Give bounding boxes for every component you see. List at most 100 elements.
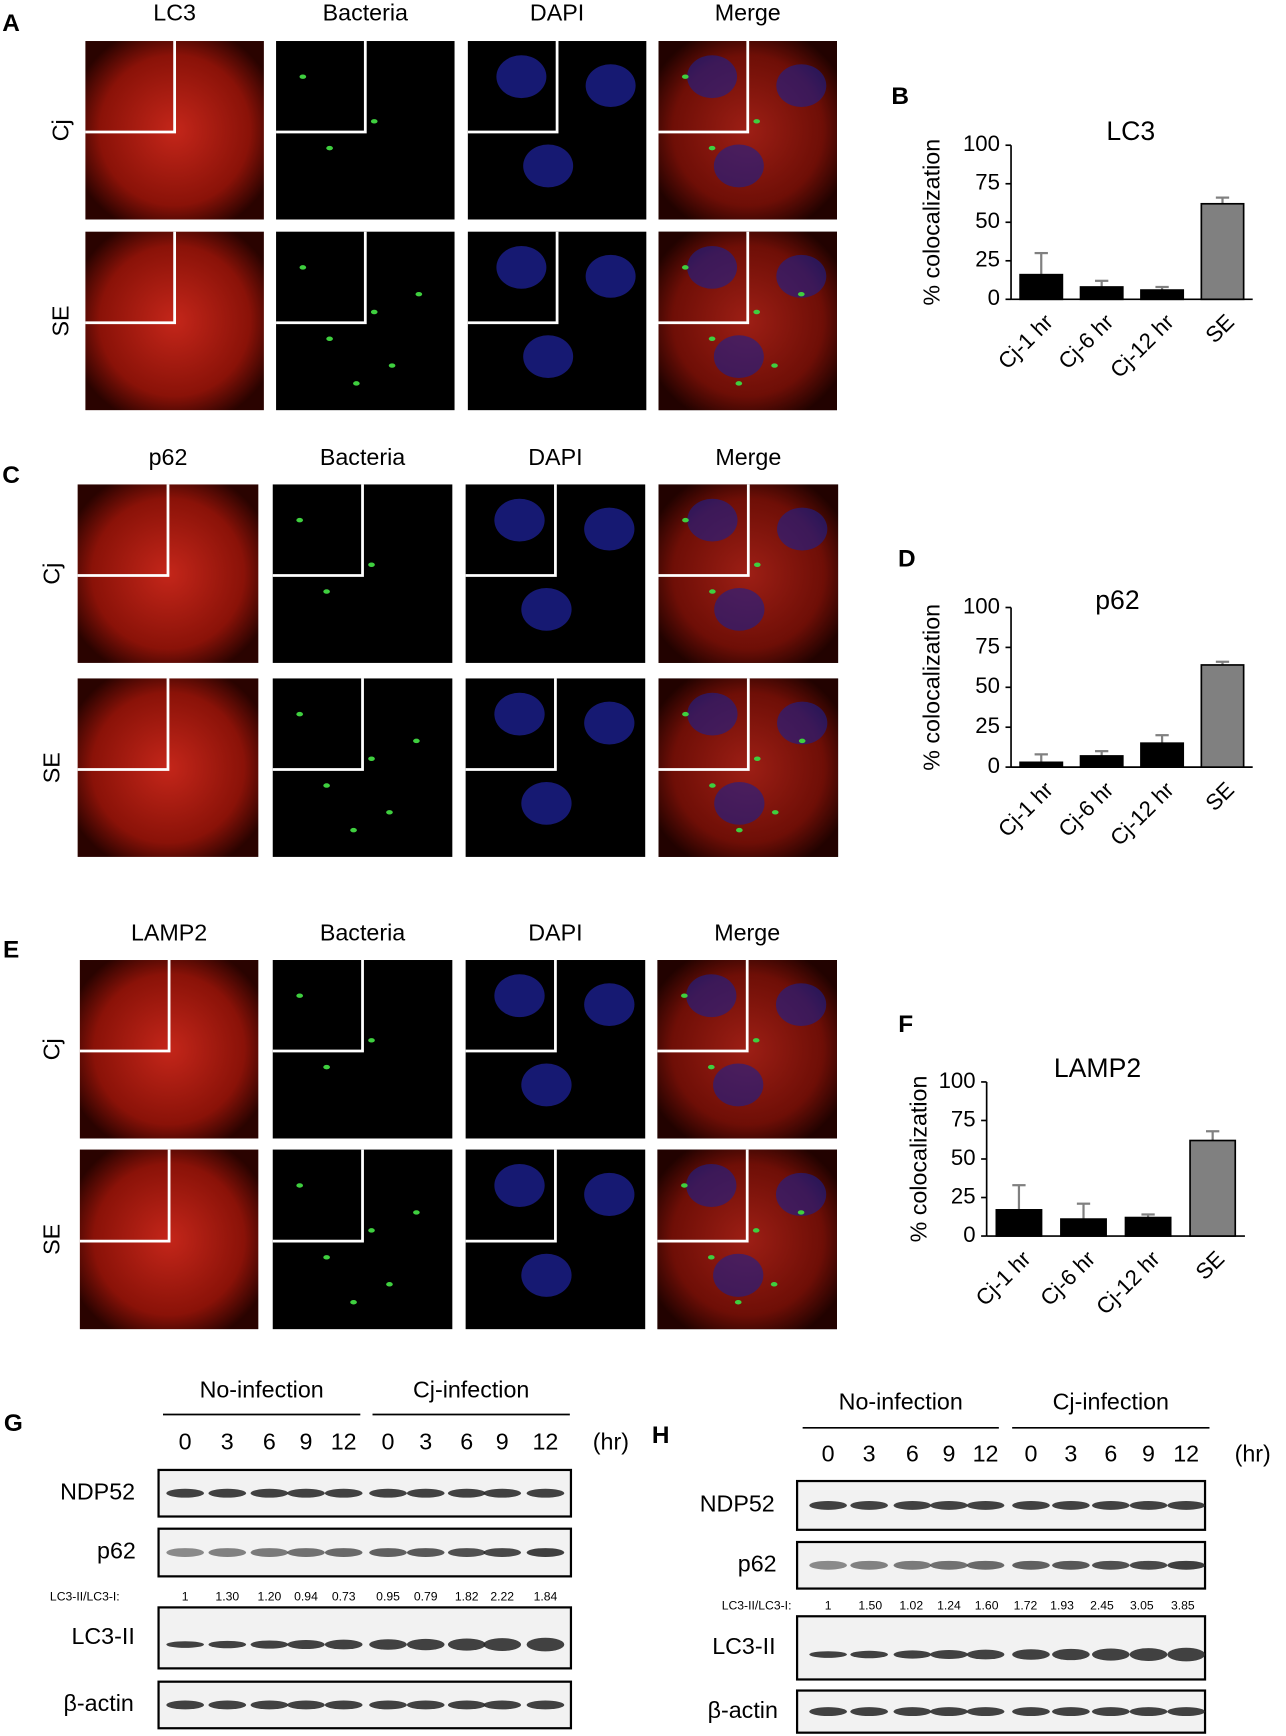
bacterium xyxy=(413,738,420,744)
band xyxy=(208,1640,247,1649)
ratio-value: 2.45 xyxy=(1090,1599,1114,1613)
band xyxy=(166,1548,205,1557)
column-header: Merge xyxy=(715,0,781,26)
row-label: p62 xyxy=(97,1538,136,1564)
bacterium xyxy=(753,562,761,567)
group-label: No-infection xyxy=(839,1389,963,1415)
band xyxy=(930,1560,968,1570)
row-label: LC3-II xyxy=(712,1633,775,1659)
inset-frame xyxy=(467,41,559,134)
column-header: DAPI xyxy=(528,920,582,946)
bacterium xyxy=(368,1038,375,1043)
column-header: DAPI xyxy=(528,444,582,470)
band xyxy=(526,1548,565,1557)
inset-frame xyxy=(657,1149,749,1243)
y-tick-label: 75 xyxy=(975,633,1000,658)
bacterium xyxy=(753,309,761,315)
ratio-value: 1.30 xyxy=(215,1590,239,1604)
y-tick-label: 100 xyxy=(963,593,1000,618)
bacterium xyxy=(386,810,393,815)
time-unit: (hr) xyxy=(593,1428,629,1454)
band xyxy=(850,1707,888,1717)
bacterium xyxy=(370,309,378,315)
nucleus xyxy=(584,1172,635,1217)
band xyxy=(369,1700,407,1710)
ratio-label: LC3-II/LC3-I: xyxy=(722,1599,792,1613)
x-tick-label: SE xyxy=(1200,777,1239,816)
y-tick-label: 75 xyxy=(975,170,1000,195)
bacterium xyxy=(798,738,806,744)
bacterium xyxy=(326,145,333,151)
time-unit: (hr) xyxy=(1235,1441,1271,1467)
bacterium xyxy=(707,1064,715,1070)
bacterium xyxy=(323,783,330,788)
nucleus xyxy=(585,254,636,298)
inset-frame xyxy=(272,960,364,1053)
nucleus xyxy=(687,498,738,542)
bar xyxy=(1079,755,1124,768)
bacterium xyxy=(735,381,743,386)
bacterium xyxy=(296,1183,304,1188)
ratio-value: 1.82 xyxy=(455,1590,479,1604)
chart-title: LAMP2 xyxy=(1054,1053,1141,1083)
inset-frame xyxy=(658,484,750,577)
bacterium xyxy=(708,336,716,341)
ratio-value: 1.84 xyxy=(534,1590,558,1604)
band xyxy=(1129,1707,1168,1717)
y-tick-label: 50 xyxy=(951,1145,976,1170)
column-header: Bacteria xyxy=(323,0,408,26)
row-label: NDP52 xyxy=(700,1491,775,1517)
band xyxy=(893,1560,932,1570)
time-label: 6 xyxy=(906,1441,919,1467)
nucleus xyxy=(714,587,765,631)
group-label: Cj-infection xyxy=(413,1376,529,1402)
band xyxy=(447,1548,486,1557)
nucleus xyxy=(494,974,545,1018)
band xyxy=(208,1488,247,1498)
nucleus xyxy=(687,245,738,289)
y-axis-label: % colocalization xyxy=(919,604,945,771)
bar xyxy=(1189,1139,1237,1237)
bar xyxy=(1200,664,1245,768)
y-tick-label: 25 xyxy=(975,247,1000,272)
panel-letter: D xyxy=(898,545,916,572)
band xyxy=(1167,1560,1206,1570)
band xyxy=(287,1488,325,1498)
time-label: 6 xyxy=(1104,1441,1117,1467)
y-tick-label: 100 xyxy=(963,131,1000,156)
time-label: 0 xyxy=(822,1441,835,1467)
bacterium xyxy=(770,1282,778,1287)
bacterium xyxy=(709,783,716,788)
nucleus xyxy=(494,498,545,542)
bacterium xyxy=(323,1255,330,1260)
band xyxy=(447,1700,486,1710)
time-label: 0 xyxy=(1025,1441,1038,1467)
bacterium xyxy=(415,291,423,297)
row-label: β-actin xyxy=(708,1697,778,1723)
band xyxy=(1012,1560,1050,1570)
inset-frame xyxy=(465,678,557,771)
band xyxy=(809,1560,847,1570)
inset-frame xyxy=(272,484,364,577)
inset-frame xyxy=(467,231,559,325)
nucleus xyxy=(713,335,764,379)
x-tick-label: SE xyxy=(1191,1246,1230,1285)
band xyxy=(324,1639,363,1650)
band xyxy=(809,1500,847,1510)
nucleus xyxy=(775,1172,827,1217)
bacterium xyxy=(753,756,761,761)
panel-letter: F xyxy=(898,1011,913,1038)
bacterium xyxy=(681,265,689,270)
nucleus xyxy=(585,64,636,108)
nucleus xyxy=(521,587,572,631)
band xyxy=(1091,1707,1130,1717)
band xyxy=(1052,1500,1090,1510)
band xyxy=(850,1500,888,1510)
nucleus xyxy=(713,1253,764,1297)
band xyxy=(483,1700,522,1710)
inset-frame xyxy=(465,960,557,1053)
bacterium xyxy=(388,363,396,368)
bacterium xyxy=(323,589,330,594)
x-tick-label: SE xyxy=(1200,309,1239,348)
band xyxy=(250,1488,289,1498)
